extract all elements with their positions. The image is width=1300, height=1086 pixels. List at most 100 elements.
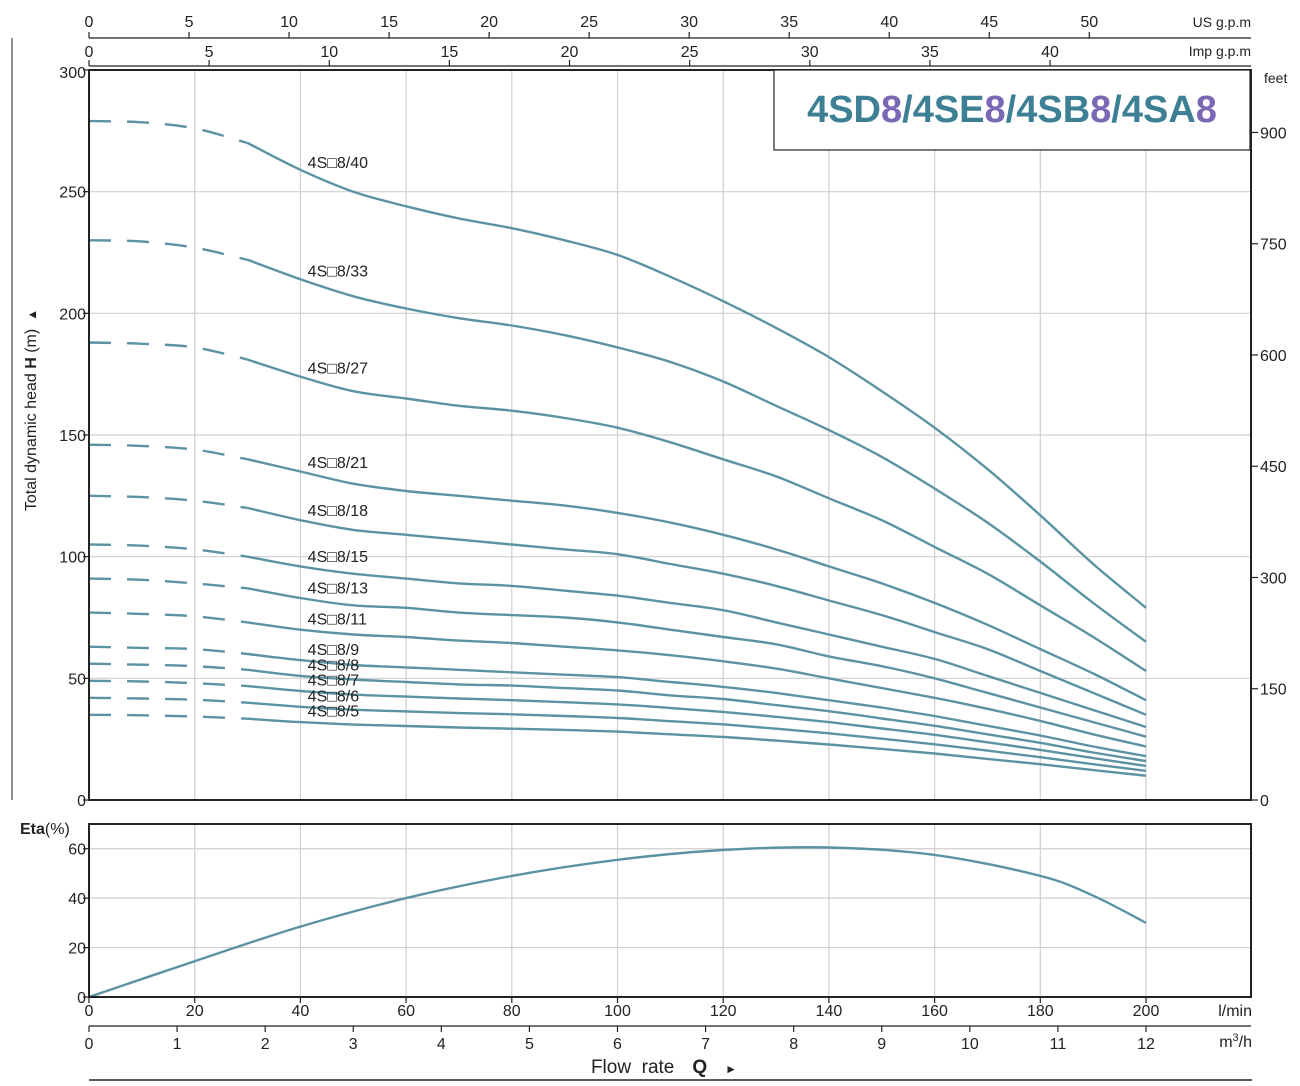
gridlines — [89, 70, 1251, 997]
m3h-tick-label: 11 — [1050, 1036, 1067, 1053]
head-tick-label: 0 — [77, 793, 86, 810]
head-curve-dashed — [88, 341, 248, 361]
head-curve — [247, 141, 1147, 609]
feet-tick-label: 450 — [1260, 459, 1287, 476]
eta-tick-label: 20 — [68, 941, 86, 958]
lmin-tick-label: 0 — [85, 1003, 94, 1020]
series-label: 4S□8/21 — [308, 455, 368, 472]
us-gpm-tick-label: 50 — [1080, 14, 1098, 31]
eta-axis-label-bold: Eta — [20, 821, 45, 838]
series-label: 4S□8/13 — [308, 580, 368, 597]
head-curve — [247, 668, 1147, 763]
head-axis-arrow: ▲ — [25, 309, 39, 321]
imp-gpm-tick-label: 35 — [921, 44, 939, 61]
head-curve — [247, 506, 1147, 716]
m3h-tick-label: 7 — [701, 1036, 710, 1053]
us-gpm-tick-label: 5 — [185, 14, 194, 31]
head-tick-label: 150 — [59, 428, 86, 445]
imp-gpm-tick-label: 15 — [440, 44, 458, 61]
m3h-axis-label-sup: 3 — [1233, 1032, 1239, 1044]
us-gpm-tick-label: 45 — [980, 14, 998, 31]
head-axis-label-bold: H — [23, 357, 40, 369]
head-axis-label: Total dynamic head H (m) ▲ — [23, 309, 40, 511]
flow-axis-label-bold: Q — [692, 1057, 707, 1078]
head-curve — [247, 717, 1147, 777]
model-title: 4SD8/4SE8/4SB8/4SA8 — [807, 89, 1217, 131]
series-label: 4S□8/8 — [308, 658, 360, 675]
model-title-part: 4SD — [807, 89, 881, 131]
feet-tick-label: 0 — [1260, 793, 1269, 810]
feet-tick-label: 300 — [1260, 570, 1287, 587]
feet-tick-label: 900 — [1260, 125, 1287, 142]
lmin-tick-label: 80 — [503, 1003, 521, 1020]
series-label: 4S□8/5 — [308, 704, 360, 721]
imp-gpm-tick-label: 10 — [320, 44, 338, 61]
head-curve — [247, 684, 1147, 768]
series-label: 4S□8/7 — [308, 673, 360, 690]
m3h-tick-label: 0 — [85, 1036, 94, 1053]
head-tick-label: 300 — [59, 65, 86, 82]
eta-tick-label: 0 — [77, 990, 86, 1007]
imp-gpm-tick-label: 40 — [1041, 44, 1059, 61]
model-title-part: 8 — [881, 89, 902, 131]
series-label: 4S□8/40 — [308, 155, 368, 172]
lmin-tick-label: 20 — [186, 1003, 204, 1020]
head-curve — [247, 258, 1147, 643]
us-gpm-tick-label: 25 — [580, 14, 598, 31]
head-curve-dashed — [88, 679, 248, 688]
series-label: 4S□8/9 — [308, 642, 360, 659]
us-gpm-tick-label: 20 — [480, 14, 498, 31]
head-tick-label: 250 — [59, 185, 86, 202]
us-gpm-tick-label: 15 — [380, 14, 398, 31]
us-gpm-tick-label: 40 — [880, 14, 898, 31]
head-tick-label: 50 — [68, 671, 86, 688]
imp-gpm-axis-label: Imp g.p.m — [1189, 43, 1251, 59]
us-gpm-axis-label: US g.p.m — [1193, 14, 1251, 30]
efficiency-curve — [88, 846, 1147, 999]
series-label: 4S□8/33 — [308, 264, 368, 281]
head-curve — [247, 652, 1147, 758]
lmin-tick-label: 120 — [710, 1003, 737, 1020]
m3h-tick-label: 3 — [349, 1036, 358, 1053]
eta-axis-label: Eta(%) — [20, 821, 70, 838]
model-title-part: 8 — [1196, 89, 1217, 131]
head-curve-dashed — [88, 543, 248, 558]
head-curve-dashed — [88, 611, 248, 624]
head-axis-label-suffix: (m) — [23, 329, 40, 357]
us-gpm-tick-label: 0 — [85, 14, 94, 31]
head-curve — [247, 555, 1147, 729]
head-curve-dashed — [88, 577, 248, 590]
feet-tick-label: 600 — [1260, 348, 1287, 365]
lmin-tick-label: 100 — [604, 1003, 631, 1020]
feet-tick-label: 750 — [1260, 237, 1287, 254]
m3h-axis-label-base: m — [1219, 1034, 1232, 1051]
eta-tick-label: 60 — [68, 842, 86, 859]
head-curve-dashed — [88, 239, 248, 261]
imp-gpm-tick-label: 25 — [681, 44, 699, 61]
series-label: 4S□8/6 — [308, 688, 360, 705]
m3h-axis-label-tail: /h — [1239, 1034, 1252, 1051]
m3h-tick-label: 5 — [525, 1036, 534, 1053]
head-curves — [88, 119, 1147, 777]
series-labels: 4S□8/40 4S□8/33 4S□8/27 4S□8/21 4S□8/18 4S□8/… — [308, 155, 368, 720]
m3h-tick-label: 6 — [613, 1036, 622, 1053]
model-title-part: /4SB — [1006, 89, 1090, 131]
head-curve-dashed — [88, 696, 248, 704]
m3h-tick-label: 2 — [261, 1036, 270, 1053]
head-curve-dashed — [88, 645, 248, 656]
lmin-tick-label: 40 — [292, 1003, 310, 1020]
head-curve — [247, 621, 1147, 748]
model-title-part: 8 — [1090, 89, 1111, 131]
lmin-tick-label: 200 — [1133, 1003, 1160, 1020]
head-curve-dashed — [88, 443, 248, 461]
imp-gpm-tick-label: 5 — [205, 44, 214, 61]
eta-axis-label-suffix: (%) — [45, 821, 70, 838]
lmin-tick-label: 60 — [397, 1003, 415, 1020]
model-title-part: /4SE — [902, 89, 984, 131]
series-label: 4S□8/11 — [308, 612, 367, 629]
head-curve-dashed — [88, 494, 248, 510]
imp-gpm-tick-label: 0 — [85, 44, 94, 61]
model-title-part: /4SA — [1111, 89, 1195, 131]
model-title-box: 4SD8/4SE8/4SB8/4SA8 — [773, 69, 1251, 151]
